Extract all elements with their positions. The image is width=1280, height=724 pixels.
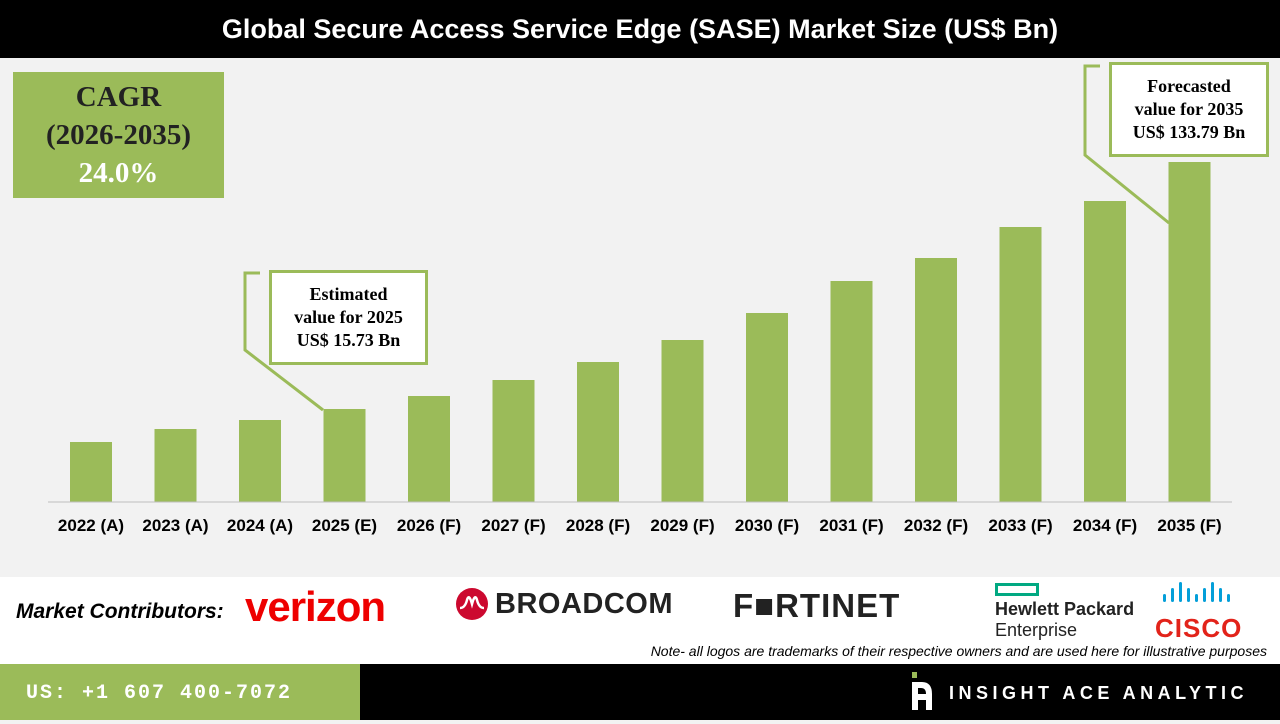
broadcom-logo: BROADCOM — [455, 587, 673, 621]
bar-2031-f — [830, 281, 873, 502]
brand-name: INSIGHT ACE ANALYTIC — [948, 683, 1248, 703]
forecasted-value-callout: Forecasted value for 2035 US$ 133.79 Bn — [1109, 62, 1269, 157]
footer: US: +1 607 400-7072 INSIGHT ACE ANALYTIC — [0, 664, 1280, 720]
cagr-label: CAGR (2026-2035) — [46, 81, 191, 151]
cisco-bridge-icon — [1162, 582, 1230, 602]
x-tick-label: 2027 (F) — [481, 516, 545, 535]
x-tick-label: 2030 (F) — [735, 516, 799, 535]
bar-2026-f — [408, 396, 450, 502]
cisco-wordmark: CISCO — [1155, 613, 1243, 643]
market-contributors: Market Contributors: verizon BROADCOM F■… — [0, 577, 1280, 664]
forecasted-value-text: Forecasted value for 2035 US$ 133.79 Bn — [1132, 76, 1246, 142]
hpe-logo: Hewlett Packard Enterprise — [995, 583, 1134, 641]
bar-2022-a — [70, 442, 112, 502]
hpe-element-icon — [995, 583, 1039, 596]
bar-2025-e — [323, 409, 366, 502]
x-tick-label: 2022 (A) — [58, 516, 124, 535]
bar-2029-f — [661, 340, 704, 502]
cisco-logo: CISCO — [1155, 582, 1242, 644]
broadcom-wordmark: BROADCOM — [495, 587, 673, 620]
callout-2025-leader — [243, 271, 324, 412]
x-tick-label: 2033 (F) — [988, 516, 1052, 535]
cagr-box: CAGR (2026-2035) 24.0% — [13, 72, 224, 198]
bar-2030-f — [746, 313, 788, 502]
x-tick-label: 2034 (F) — [1073, 516, 1137, 535]
fortinet-logo: F■RTINET — [733, 587, 901, 624]
bar-chart: 2022 (A) 2023 (A) 2024 (A) 2025 (E) 2026 (F)… — [48, 64, 1232, 535]
callout-2035-leader — [1083, 64, 1170, 225]
bar-2035-f — [1168, 162, 1211, 502]
hpe-wordmark-line1: Hewlett Packard — [995, 599, 1135, 619]
contributors-label: Market Contributors: — [16, 600, 224, 623]
chart-area: 2022 (A) 2023 (A) 2024 (A) 2025 (E) 2026 (F)… — [0, 58, 1280, 576]
x-tick-label: 2025 (E) — [312, 516, 377, 535]
x-tick-label: 2035 (F) — [1157, 516, 1221, 535]
bar-2034-f — [1084, 201, 1126, 502]
x-tick-label: 2023 (A) — [142, 516, 208, 535]
x-tick-label: 2029 (F) — [650, 516, 714, 535]
x-tick-label: 2028 (F) — [566, 516, 630, 535]
bar-2024-a — [239, 420, 281, 502]
bar-2033-f — [999, 227, 1042, 502]
x-tick-label: 2031 (F) — [819, 516, 883, 535]
cagr-value: 24.0% — [78, 157, 159, 189]
verizon-logo: verizon — [245, 583, 386, 630]
insight-ace-logo-icon — [912, 672, 932, 710]
bar-2028-f — [577, 362, 619, 502]
estimated-value-text: Estimated value for 2025 US$ 15.73 Bn — [294, 284, 403, 350]
x-tick-label: 2026 (F) — [397, 516, 461, 535]
phone-number: US: +1 607 400-7072 — [26, 682, 293, 705]
x-tick-label: 2032 (F) — [904, 516, 968, 535]
bar-2032-f — [915, 258, 957, 502]
bar-2023-a — [154, 429, 197, 502]
chart-title: Global Secure Access Service Edge (SASE)… — [0, 0, 1280, 58]
estimated-value-callout: Estimated value for 2025 US$ 15.73 Bn — [269, 270, 428, 365]
phone-block: US: +1 607 400-7072 — [0, 664, 360, 720]
hpe-wordmark-line2: Enterprise — [995, 620, 1078, 640]
x-tick-label: 2024 (A) — [227, 516, 293, 535]
bar-2027-f — [492, 380, 535, 502]
trademark-note: Note- all logos are trademarks of their … — [650, 643, 1267, 659]
broadcom-icon — [456, 588, 488, 620]
